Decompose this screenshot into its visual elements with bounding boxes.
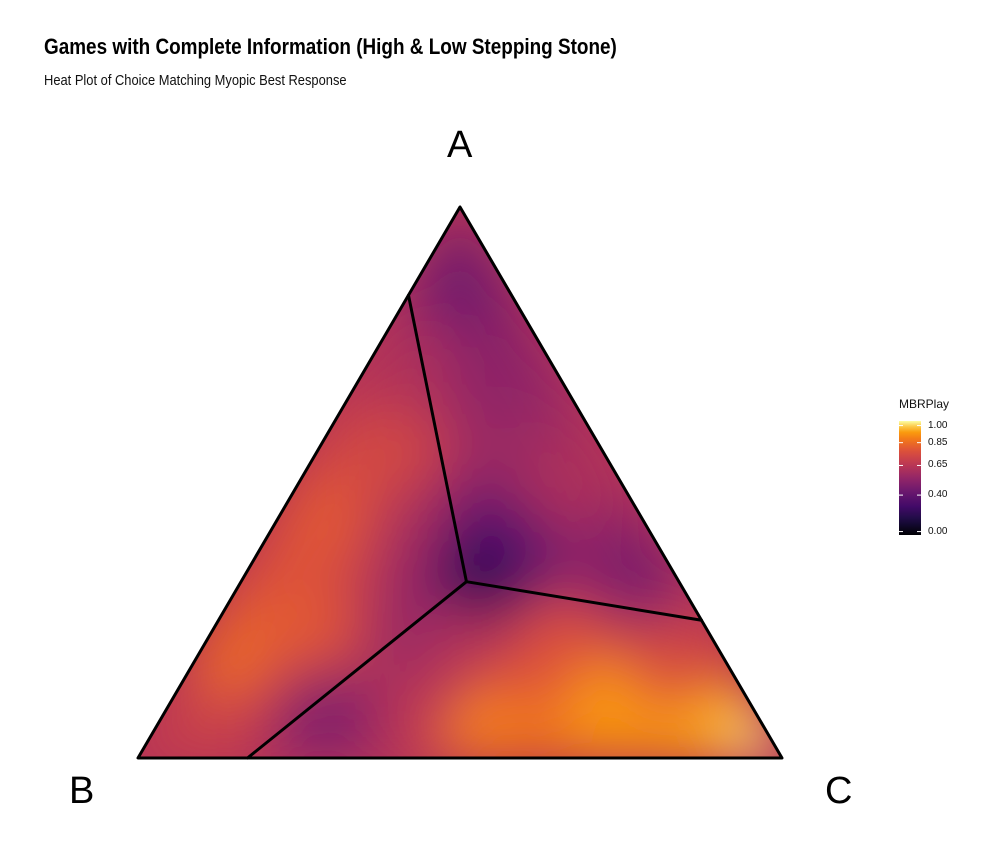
- legend-title: MBRPlay: [899, 397, 950, 411]
- color-legend: MBRPlay 1.00 0.85 0.65 0.40 0.00: [899, 397, 950, 537]
- legend-gradient: [899, 421, 921, 535]
- legend-tick-label: 0.40: [928, 489, 948, 501]
- chart-title: Games with Complete Information (High & …: [44, 34, 617, 59]
- vertex-label-c: C: [825, 770, 853, 812]
- region-boundary-3: [464, 580, 703, 622]
- chart-subtitle: Heat Plot of Choice Matching Myopic Best…: [44, 72, 347, 89]
- region-boundary-1: [406, 293, 468, 584]
- vertex-label-b: B: [69, 770, 95, 812]
- legend-tick-label: 0.65: [928, 459, 948, 471]
- legend-colorbar: [899, 421, 921, 535]
- heat-cell: [440, 207, 480, 239]
- vertex-label-a: A: [447, 124, 473, 166]
- region-boundary-2: [245, 580, 468, 760]
- legend-tick-label: 0.85: [928, 436, 948, 448]
- legend-tick-label: 1.00: [928, 419, 948, 431]
- heat-field: [138, 207, 782, 758]
- legend-tick-label: 0.00: [928, 525, 948, 537]
- triangle-outline: [136, 205, 784, 760]
